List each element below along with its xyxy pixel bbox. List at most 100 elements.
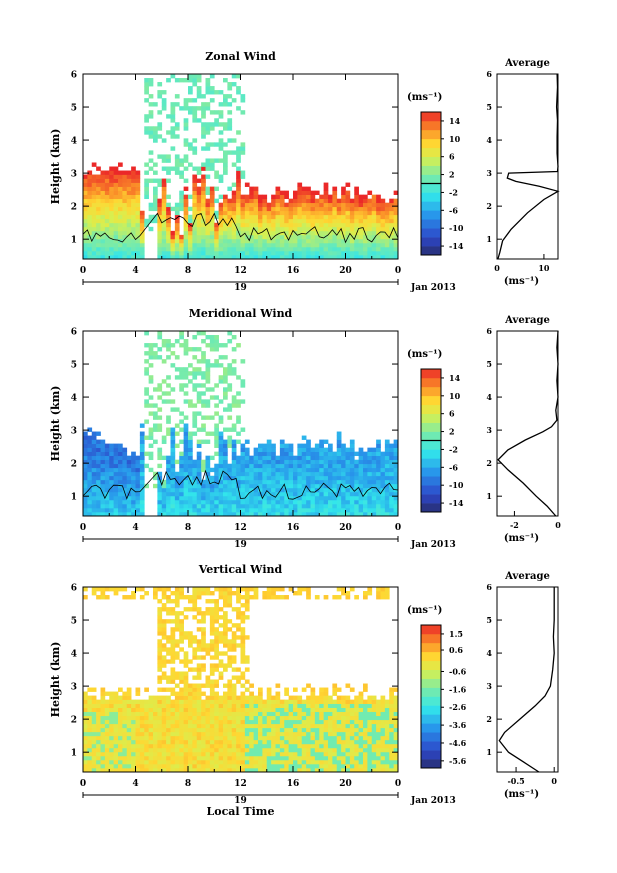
heatmap-cell <box>96 202 101 208</box>
heatmap-cell <box>389 759 394 765</box>
heatmap-cell <box>170 467 176 473</box>
heatmap-cell <box>227 435 233 440</box>
heatmap-cell <box>161 699 167 704</box>
heatmap-cell <box>113 166 119 171</box>
heatmap-cell <box>122 731 128 737</box>
heatmap-cell <box>214 731 219 737</box>
heatmap-cell <box>214 250 219 256</box>
heatmap-cell <box>192 371 198 376</box>
heatmap-cell <box>218 731 224 737</box>
heatmap-cell <box>297 487 303 493</box>
heatmap-cell <box>266 222 272 228</box>
heatmap-cell <box>161 182 167 187</box>
heatmap-cell <box>244 735 250 741</box>
heatmap-cell <box>393 723 399 729</box>
heatmap-cell <box>174 491 180 497</box>
heatmap-cell <box>310 447 316 452</box>
heatmap-cell <box>113 751 119 757</box>
heatmap-cell <box>214 667 219 672</box>
heatmap-cell <box>266 503 272 509</box>
heatmap-cell <box>341 238 346 244</box>
heatmap-cell <box>214 695 219 700</box>
heatmap-cell <box>301 759 307 765</box>
heatmap-cell <box>293 471 298 477</box>
heatmap-cell <box>301 463 307 469</box>
heatmap-cell <box>166 170 171 175</box>
heatmap-cell <box>336 727 342 733</box>
heatmap-cell <box>135 475 141 481</box>
heatmap-cell <box>349 238 355 244</box>
heatmap-cell <box>332 467 338 473</box>
heatmap-cell <box>279 198 285 204</box>
heatmap-cell <box>148 739 154 745</box>
heatmap-cell <box>183 471 189 477</box>
heatmap-cell <box>384 439 390 444</box>
heatmap-cell <box>192 727 198 733</box>
heatmap-cell <box>271 443 276 448</box>
heatmap-cell <box>87 507 93 513</box>
heatmap-cell <box>153 214 158 220</box>
heatmap-cell <box>328 443 333 448</box>
heatmap-cell <box>161 643 167 648</box>
heatmap-cell <box>87 483 93 489</box>
heatmap-cell <box>371 759 377 765</box>
heatmap-cell <box>91 443 97 448</box>
heatmap-cell <box>358 691 364 696</box>
heatmap-cell <box>310 759 316 765</box>
heatmap-cell <box>384 475 390 481</box>
heatmap-cell <box>170 507 176 513</box>
heatmap-cell <box>201 375 206 380</box>
heatmap-cell <box>389 459 394 465</box>
heatmap-cell <box>271 707 276 713</box>
heatmap-cell <box>179 367 184 372</box>
heatmap-cell <box>122 723 128 729</box>
heatmap-cell <box>363 751 368 757</box>
heatmap-cell <box>188 214 193 220</box>
heatmap-cell <box>223 455 228 461</box>
heatmap-cell <box>118 707 123 713</box>
heatmap-cell <box>332 683 338 688</box>
heatmap-cell <box>139 503 145 509</box>
heatmap-cell <box>135 242 141 248</box>
heatmap-cell <box>306 238 311 244</box>
heatmap-cell <box>231 427 237 432</box>
heatmap-cell <box>389 703 394 708</box>
heatmap-cell <box>192 723 198 729</box>
heatmap-cell <box>192 603 198 608</box>
heatmap-cell <box>196 723 202 729</box>
heatmap-cell <box>223 202 228 208</box>
heatmap-cell <box>135 210 141 216</box>
heatmap-cell <box>126 198 132 204</box>
heatmap-cell <box>244 711 250 717</box>
heatmap-cell <box>83 254 88 260</box>
x-tick-label: 16 <box>287 523 300 533</box>
heatmap-cell <box>310 711 316 717</box>
heatmap-cell <box>188 683 193 688</box>
heatmap-cell <box>104 691 110 696</box>
heatmap-cell <box>363 198 368 204</box>
heatmap-cell <box>196 751 202 757</box>
heatmap-cell <box>157 206 163 212</box>
heatmap-cell <box>161 707 167 713</box>
heatmap-cell <box>209 226 215 232</box>
heatmap-cell <box>179 335 184 340</box>
heatmap-cell <box>170 759 176 765</box>
heatmap-cell <box>319 459 324 465</box>
heatmap-cell <box>122 587 128 592</box>
heatmap-cell <box>113 503 119 509</box>
heatmap-cell <box>109 703 114 708</box>
heatmap-cell <box>293 715 298 721</box>
heatmap-cell <box>258 447 263 452</box>
heatmap-cell <box>223 242 228 248</box>
heatmap-cell <box>328 723 333 729</box>
heatmap-cell <box>104 715 110 721</box>
heatmap-cell <box>376 479 381 485</box>
heatmap-cell <box>262 467 268 473</box>
heatmap-cell <box>179 206 184 212</box>
heatmap-cell <box>293 487 298 493</box>
heatmap-cell <box>354 194 359 200</box>
heatmap-cell <box>96 719 101 725</box>
heatmap-cell <box>179 743 184 749</box>
heatmap-cell <box>223 595 228 600</box>
heatmap-cell <box>122 190 128 195</box>
